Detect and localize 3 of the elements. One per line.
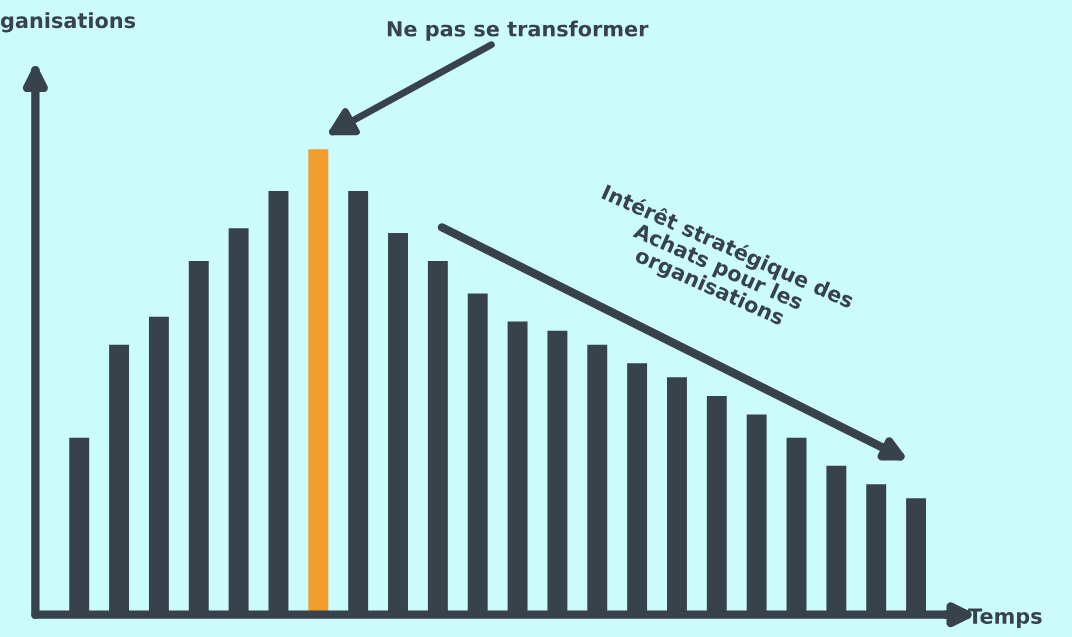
text: Ne pas se transformer — [387, 20, 649, 41]
text: ganisations — [0, 12, 136, 33]
x-axis-title: Temps — [968, 608, 1042, 628]
